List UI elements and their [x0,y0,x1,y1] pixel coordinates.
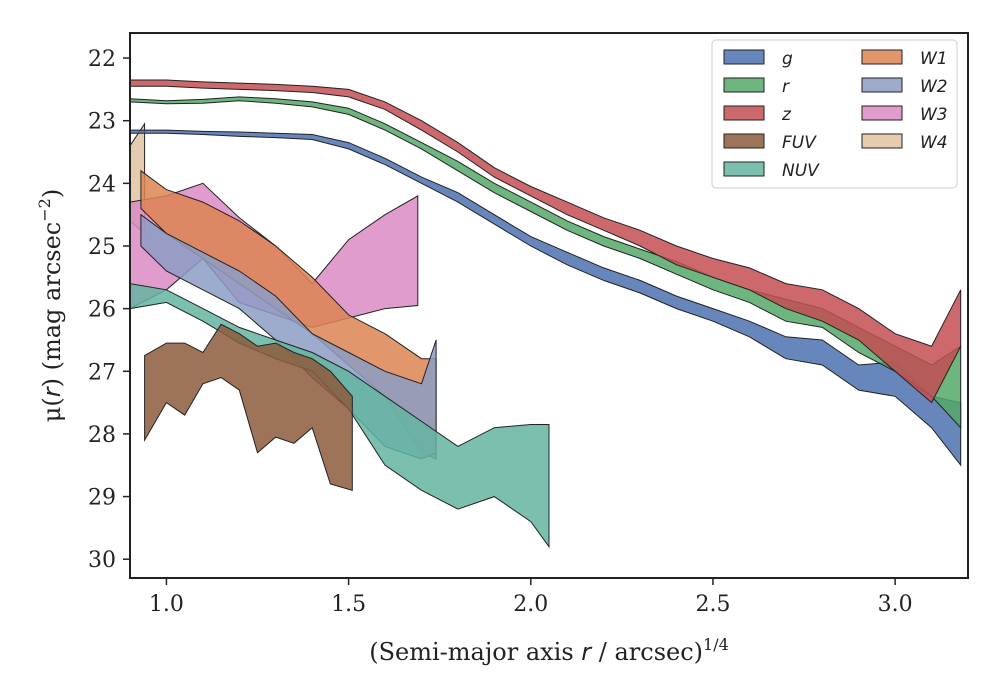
area-r [129,96,962,429]
legend-swatch-w3 [861,105,903,121]
area-g [129,129,962,467]
x-tick-label: 2.0 [513,592,548,617]
legend-label-w2: W2 [920,77,948,97]
legend-swatch-fuv [723,133,765,149]
x-tick-label: 2.5 [695,592,730,617]
y-tick-label: 28 [88,423,116,448]
legend-swatch-g [723,49,765,65]
series-areas [129,79,962,549]
y-tick-label: 29 [88,486,116,511]
x-tick-label: 1.0 [149,592,184,617]
y-axis-ticks: 22 23 24 25 26 27 28 29 30 [88,47,130,573]
y-tick-label: 23 [88,110,116,135]
legend-label-w1: W1 [920,49,948,69]
legend-label-z: z [781,105,792,125]
legend-swatch-w1 [861,49,903,65]
legend-label-g: g [782,49,793,69]
y-tick-label: 22 [88,47,116,72]
area-fuv [144,323,353,491]
y-axis-label: μ(r) (mag arcsec−2) [35,189,66,422]
y-tick-label: 26 [88,298,116,323]
x-axis-ticks: 1.0 1.5 2.0 2.5 3.0 [149,578,913,617]
legend-swatch-w2 [861,77,903,93]
legend-label-nuv: NUV [782,161,820,181]
legend-swatch-z [723,105,765,121]
legend-label-w3: W3 [920,105,948,125]
legend-label-w4: W4 [920,133,948,153]
legend-label-fuv: FUV [782,133,817,153]
plot-frame [129,32,969,579]
legend-swatch-w4 [861,133,903,149]
legend-swatch-r [723,77,765,93]
x-tick-label: 3.0 [878,592,913,617]
y-tick-label: 30 [88,548,116,573]
legend-swatch-nuv [723,161,765,177]
x-tick-label: 1.5 [331,592,366,617]
legend-box [711,39,958,189]
y-tick-label: 25 [88,235,116,260]
y-tick-label: 27 [88,360,116,385]
y-tick-label: 24 [88,172,116,197]
legend-label-r: r [782,77,790,97]
legend: grz FUV NUV W1 W2 W3 W4 [711,39,958,189]
x-axis-label: (Semi-major axis r / arcsec)1/4 [369,635,729,666]
area-z [129,79,962,404]
